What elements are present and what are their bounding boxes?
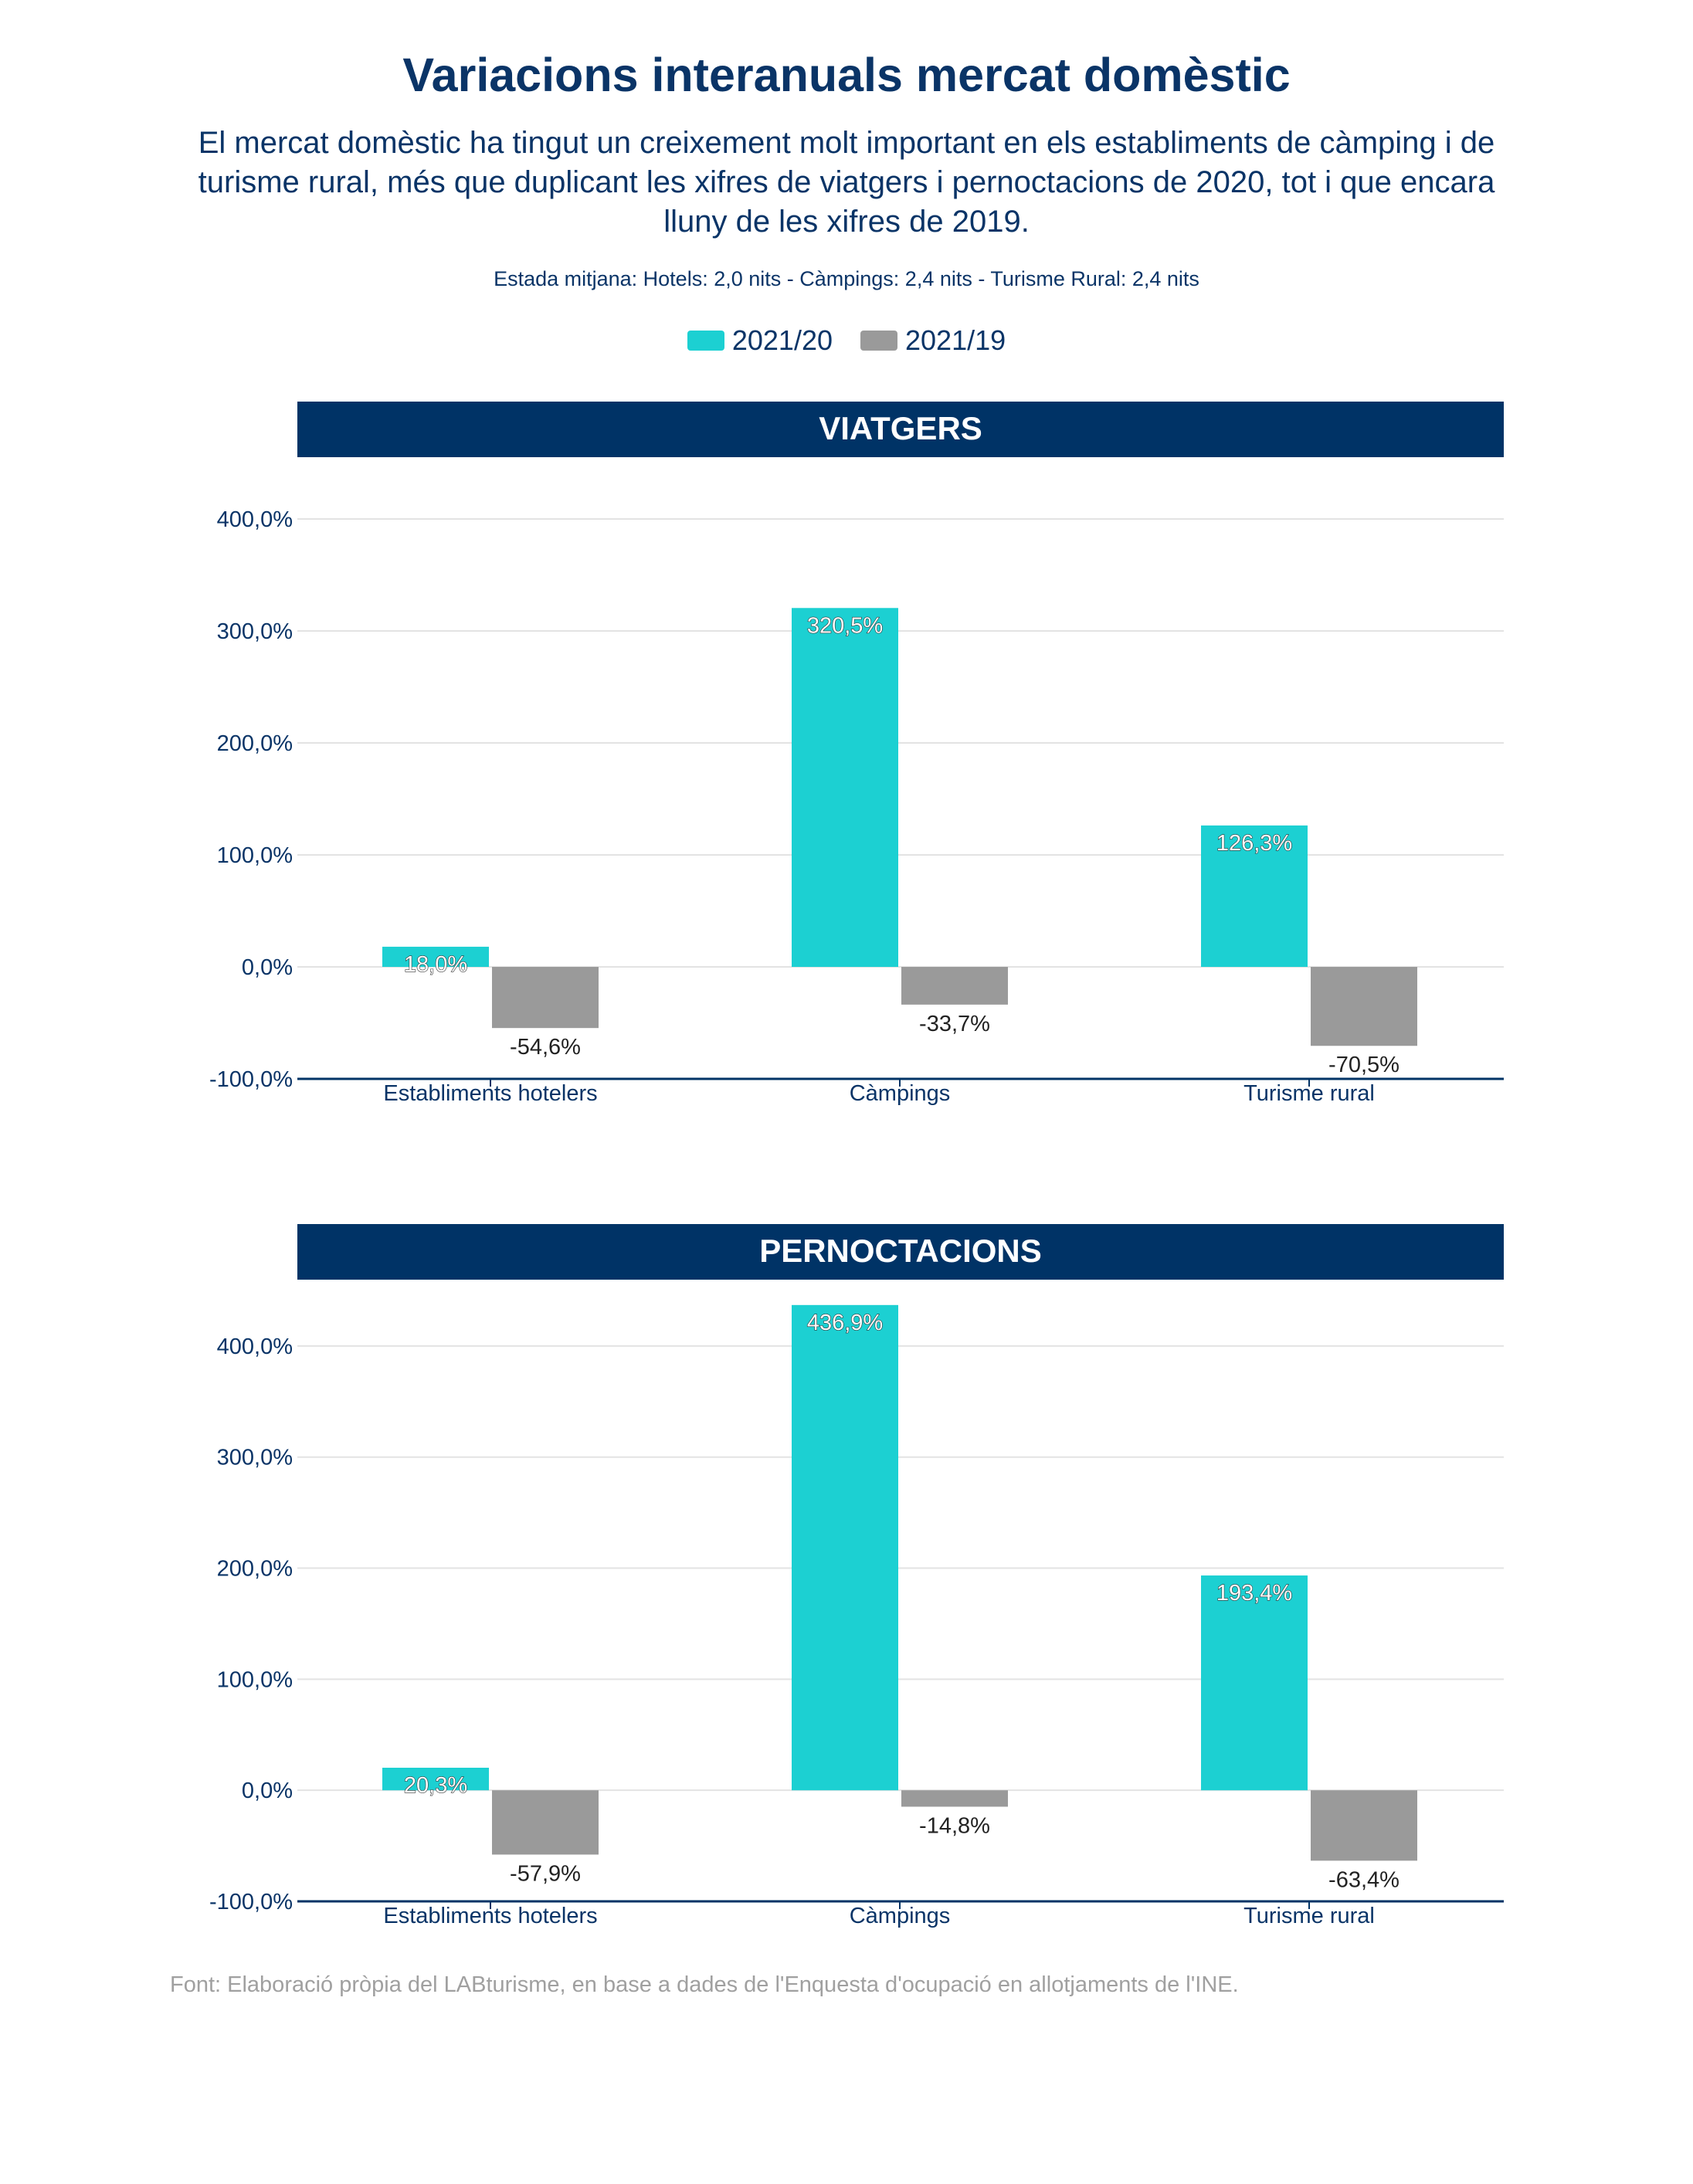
bar-2021-19 (1311, 967, 1417, 1046)
data-label: 126,3% (1216, 831, 1292, 856)
chart-title-pernoctacions: PERNOCTACIONS (759, 1233, 1042, 1269)
legend-swatch-2021-19 (860, 331, 897, 351)
data-label: 20,3% (404, 1773, 467, 1798)
y-tick-label: 200,0% (217, 731, 293, 756)
bar-2021-20 (1201, 825, 1308, 967)
page-subtitle: El mercat domèstic ha tingut un creixeme… (198, 126, 1495, 239)
data-label: -63,4% (1328, 1867, 1400, 1892)
data-label: 320,5% (807, 613, 883, 638)
chart-viatgers: VIATGERS 400,0% 300,0% 200,0% 100,0% 0,0% -100… (209, 402, 1504, 1106)
data-label: -14,8% (919, 1813, 990, 1838)
y-tick-label: 100,0% (217, 843, 293, 868)
data-label: -70,5% (1328, 1053, 1400, 1077)
y-tick-label: 300,0% (217, 619, 293, 644)
y-tick-label: 200,0% (217, 1557, 293, 1582)
legend-label-2021-20: 2021/20 (731, 324, 833, 356)
x-tick-label: Establiments hotelers (383, 1081, 597, 1106)
legend-label-2021-19: 2021/19 (905, 324, 1006, 356)
legend-item-2021-20[interactable]: 2021/20 (687, 324, 833, 357)
y-tick-label: 400,0% (217, 507, 293, 532)
y-tick-label: 0,0% (242, 955, 293, 980)
y-tick-label: -100,0% (209, 1890, 293, 1914)
y-tick-label: 0,0% (242, 1779, 293, 1803)
bar-2021-19 (1311, 1790, 1417, 1861)
source-note: Font: Elaboració pròpia del LABturisme, … (170, 1972, 1239, 1997)
bar-2021-20 (382, 946, 489, 967)
data-label: -33,7% (919, 1012, 990, 1036)
x-tick-label: Càmpings (850, 1081, 951, 1106)
bar-2021-19 (901, 1790, 1008, 1807)
y-tick-label: 400,0% (217, 1334, 293, 1359)
chart-header-band-viatgers (297, 402, 1504, 457)
x-tick-label: Turisme rural (1243, 1081, 1375, 1106)
y-tick-label: 100,0% (217, 1667, 293, 1692)
legend-item-2021-19[interactable]: 2021/19 (860, 324, 1006, 357)
bar-2021-20 (382, 1767, 489, 1791)
chart-title-viatgers: VIATGERS (819, 410, 982, 446)
bar-2021-19 (492, 1790, 599, 1855)
chart-header-band-pernoctacions (297, 1224, 1504, 1280)
average-stay-note: Estada mitjana: Hotels: 2,0 nits - Càmpi… (494, 267, 1199, 290)
x-tick-label: Establiments hotelers (383, 1904, 597, 1928)
data-label: 193,4% (1216, 1581, 1292, 1606)
legend-swatch-2021-20 (687, 331, 724, 351)
data-label: 436,9% (807, 1311, 883, 1335)
page-title: Variacions interanuals mercat domèstic (402, 49, 1291, 101)
x-tick-label: Turisme rural (1243, 1904, 1375, 1928)
bar-2021-20 (792, 608, 898, 967)
x-tick-label: Càmpings (850, 1904, 951, 1928)
legend: 2021/20 2021/19 (0, 324, 1693, 357)
y-tick-label: 300,0% (217, 1446, 293, 1470)
bar-2021-20 (1201, 1575, 1308, 1791)
data-label: 18,0% (404, 952, 467, 977)
bar-2021-20 (792, 1304, 898, 1791)
y-tick-label: -100,0% (209, 1067, 293, 1092)
bar-2021-19 (492, 967, 599, 1029)
bar-2021-19 (901, 967, 1008, 1005)
chart-pernoctacions: PERNOCTACIONS 400,0% 300,0% 200,0% 100,0% 0,0… (209, 1224, 1504, 1928)
data-label: -57,9% (510, 1861, 581, 1886)
data-label: -54,6% (510, 1035, 581, 1060)
